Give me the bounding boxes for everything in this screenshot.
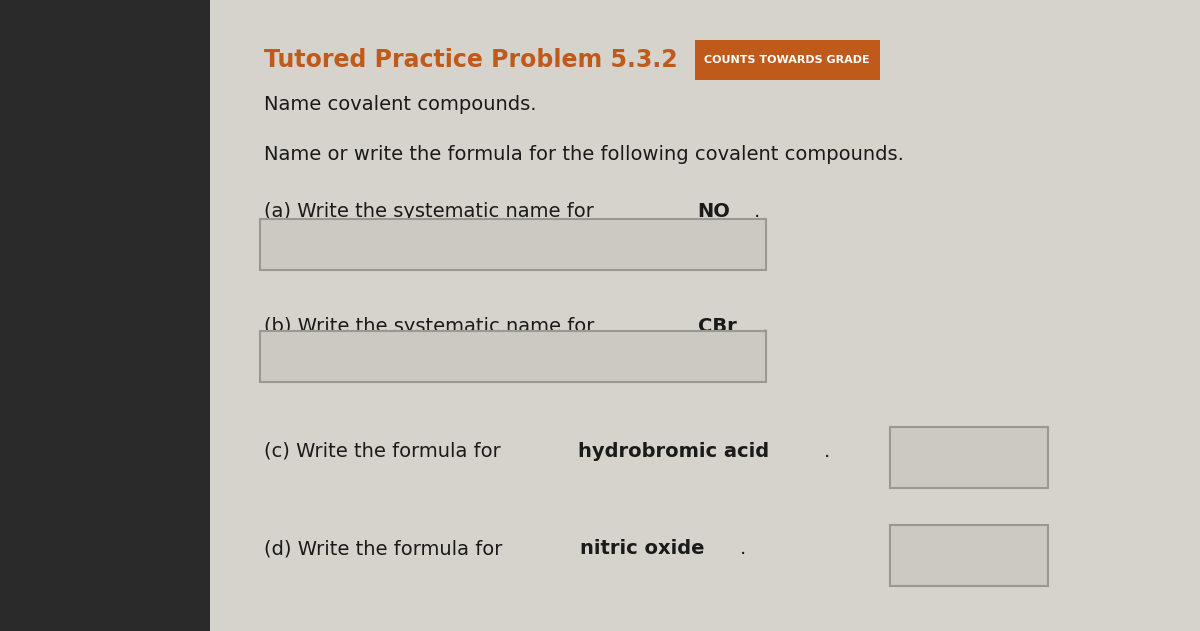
Text: .: .: [740, 540, 746, 558]
FancyBboxPatch shape: [890, 427, 1048, 488]
Text: nitric oxide: nitric oxide: [580, 540, 704, 558]
Text: 2: 2: [740, 218, 751, 233]
FancyBboxPatch shape: [260, 219, 766, 270]
Text: (b) Write the systematic name for: (b) Write the systematic name for: [264, 317, 601, 336]
Text: NO: NO: [697, 202, 731, 221]
FancyBboxPatch shape: [210, 0, 1200, 631]
FancyBboxPatch shape: [695, 40, 880, 80]
Text: Name covalent compounds.: Name covalent compounds.: [264, 95, 536, 114]
Text: COUNTS TOWARDS GRADE: COUNTS TOWARDS GRADE: [704, 55, 870, 65]
Text: hydrobromic acid: hydrobromic acid: [577, 442, 769, 461]
Text: (a) Write the systematic name for: (a) Write the systematic name for: [264, 202, 600, 221]
FancyBboxPatch shape: [260, 331, 766, 382]
FancyBboxPatch shape: [890, 525, 1048, 586]
Text: 4: 4: [749, 333, 758, 348]
Text: CBr: CBr: [698, 317, 737, 336]
Text: .: .: [824, 442, 830, 461]
Text: .: .: [754, 202, 761, 221]
Text: .: .: [762, 317, 768, 336]
Text: (c) Write the formula for: (c) Write the formula for: [264, 442, 508, 461]
Text: Tutored Practice Problem 5.3.2: Tutored Practice Problem 5.3.2: [264, 48, 678, 72]
Text: (d) Write the formula for: (d) Write the formula for: [264, 540, 509, 558]
Text: Name or write the formula for the following covalent compounds.: Name or write the formula for the follow…: [264, 145, 904, 164]
